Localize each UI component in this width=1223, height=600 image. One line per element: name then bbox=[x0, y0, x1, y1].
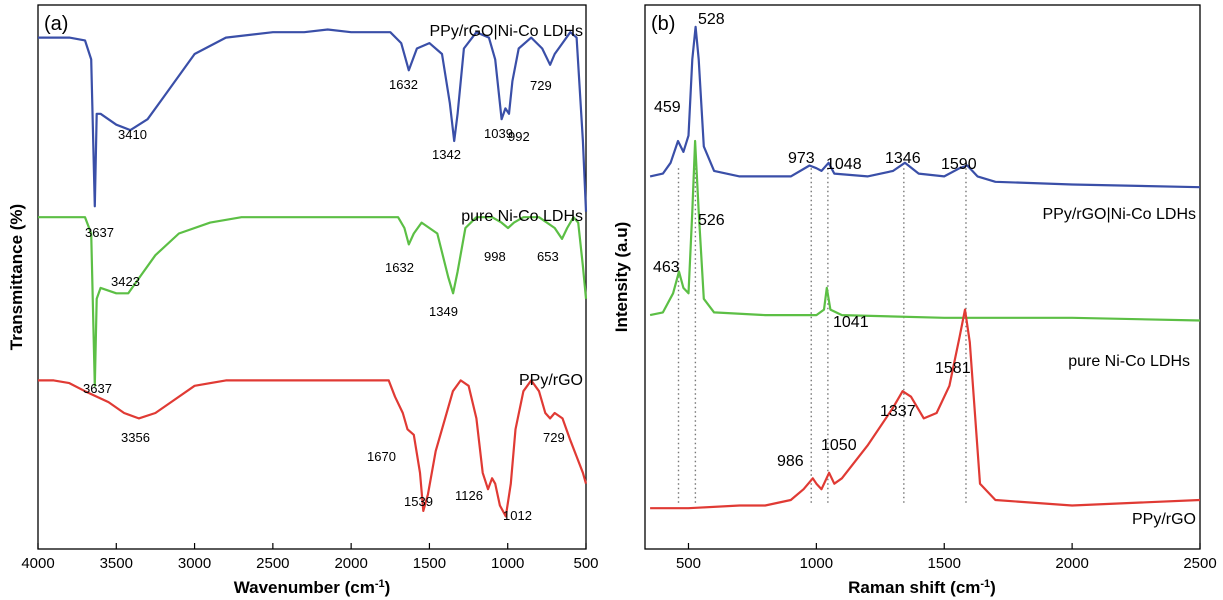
peak-label: 973 bbox=[788, 150, 815, 167]
panel-a-y-axis-title: Transmittance (%) bbox=[7, 204, 26, 350]
panel-b-x-axis-title: Raman shift (cm-1) bbox=[848, 578, 996, 597]
peak-label: 1039 bbox=[484, 126, 513, 141]
series-line-0 bbox=[649, 25, 1201, 189]
series-label-pure-nico: pure Ni-Co LDHs bbox=[1068, 353, 1190, 370]
x-tick-label: 1000 bbox=[800, 555, 833, 572]
peak-label: 3410 bbox=[118, 127, 147, 142]
peak-label: 1342 bbox=[432, 147, 461, 162]
peak-label: 3423 bbox=[111, 274, 140, 289]
x-tick-label: 2000 bbox=[1055, 555, 1088, 572]
x-tick-label: 2500 bbox=[256, 555, 289, 572]
peak-label: 1632 bbox=[389, 77, 418, 92]
series-line-1 bbox=[38, 216, 588, 387]
panel-b-x-ticks: 500 1000 1500 2000 2500 bbox=[676, 543, 1217, 572]
series-label-ppy-rgo: PPy/rGO bbox=[519, 372, 583, 389]
series-label-ppy-rgo-nico: PPy/rGO|Ni-Co LDHs bbox=[429, 23, 583, 40]
peak-label: 1050 bbox=[821, 437, 857, 454]
peak-label: 1539 bbox=[404, 494, 433, 509]
peak-label: 986 bbox=[777, 453, 804, 470]
x-tick-label: 4000 bbox=[21, 555, 54, 572]
series-label-ppy-rgo: PPy/rGO bbox=[1132, 511, 1196, 528]
series-line-2 bbox=[650, 308, 1201, 510]
peak-label: 3637 bbox=[85, 225, 114, 240]
peak-label: 528 bbox=[698, 11, 725, 28]
peak-label: 3637 bbox=[83, 381, 112, 396]
peak-label: 1632 bbox=[385, 260, 414, 275]
series-label-ppy-rgo-nico: PPy/rGO|Ni-Co LDHs bbox=[1042, 206, 1196, 223]
peak-label: 463 bbox=[653, 259, 680, 276]
peak-label: 526 bbox=[698, 212, 725, 229]
panel-b-y-axis-title: Intensity (a.u) bbox=[612, 222, 631, 333]
x-tick-label: 1500 bbox=[928, 555, 961, 572]
peak-label: 729 bbox=[530, 78, 552, 93]
peak-label: 1012 bbox=[503, 508, 532, 523]
peak-label: 992 bbox=[508, 129, 530, 144]
peak-label: 1337 bbox=[880, 403, 916, 420]
panel-a-label: (a) bbox=[44, 13, 68, 35]
panel-a-frame bbox=[37, 4, 587, 550]
x-tick-label: 500 bbox=[676, 555, 701, 572]
peak-label: 1670 bbox=[367, 449, 396, 464]
peak-label: 3356 bbox=[121, 430, 150, 445]
panel-a: (a) 4000 3500 3000 2500 2000 1500 1000 500 PPy/… bbox=[7, 4, 599, 597]
x-tick-label: 3500 bbox=[100, 555, 133, 572]
x-tick-label: 2500 bbox=[1183, 555, 1216, 572]
panel-a-x-axis-title: Wavenumber (cm-1) bbox=[234, 578, 391, 597]
panel-b-label: (b) bbox=[651, 13, 675, 35]
peak-label: 1346 bbox=[885, 150, 921, 167]
panel-a-series bbox=[38, 28, 588, 518]
x-tick-label: 1500 bbox=[413, 555, 446, 572]
panel-b-frame bbox=[644, 4, 1201, 550]
peak-label: 1349 bbox=[429, 304, 458, 319]
peak-label: 1126 bbox=[455, 488, 483, 503]
peak-label: 459 bbox=[654, 99, 681, 116]
peak-label: 1048 bbox=[826, 156, 862, 173]
panel-b-series bbox=[649, 25, 1201, 510]
x-tick-label: 500 bbox=[573, 555, 598, 572]
series-line-1 bbox=[649, 139, 1201, 322]
x-tick-label: 2000 bbox=[334, 555, 367, 572]
peak-label: 729 bbox=[543, 430, 565, 445]
peak-label: 1581 bbox=[935, 360, 971, 377]
peak-label: 1041 bbox=[833, 314, 869, 331]
x-tick-label: 3000 bbox=[178, 555, 211, 572]
series-line-2 bbox=[38, 379, 588, 518]
peak-label: 998 bbox=[484, 249, 506, 264]
panel-b: (b) 500 1000 1500 2000 2500 PPy/rGO|Ni-Co LD… bbox=[612, 4, 1217, 597]
series-line-0 bbox=[38, 28, 588, 212]
x-tick-label: 1000 bbox=[491, 555, 524, 572]
peak-label: 653 bbox=[537, 249, 559, 264]
peak-label: 1590 bbox=[941, 156, 977, 173]
series-label-pure-nico: pure Ni-Co LDHs bbox=[461, 208, 583, 225]
panel-a-x-ticks: 4000 3500 3000 2500 2000 1500 1000 500 bbox=[21, 543, 599, 572]
